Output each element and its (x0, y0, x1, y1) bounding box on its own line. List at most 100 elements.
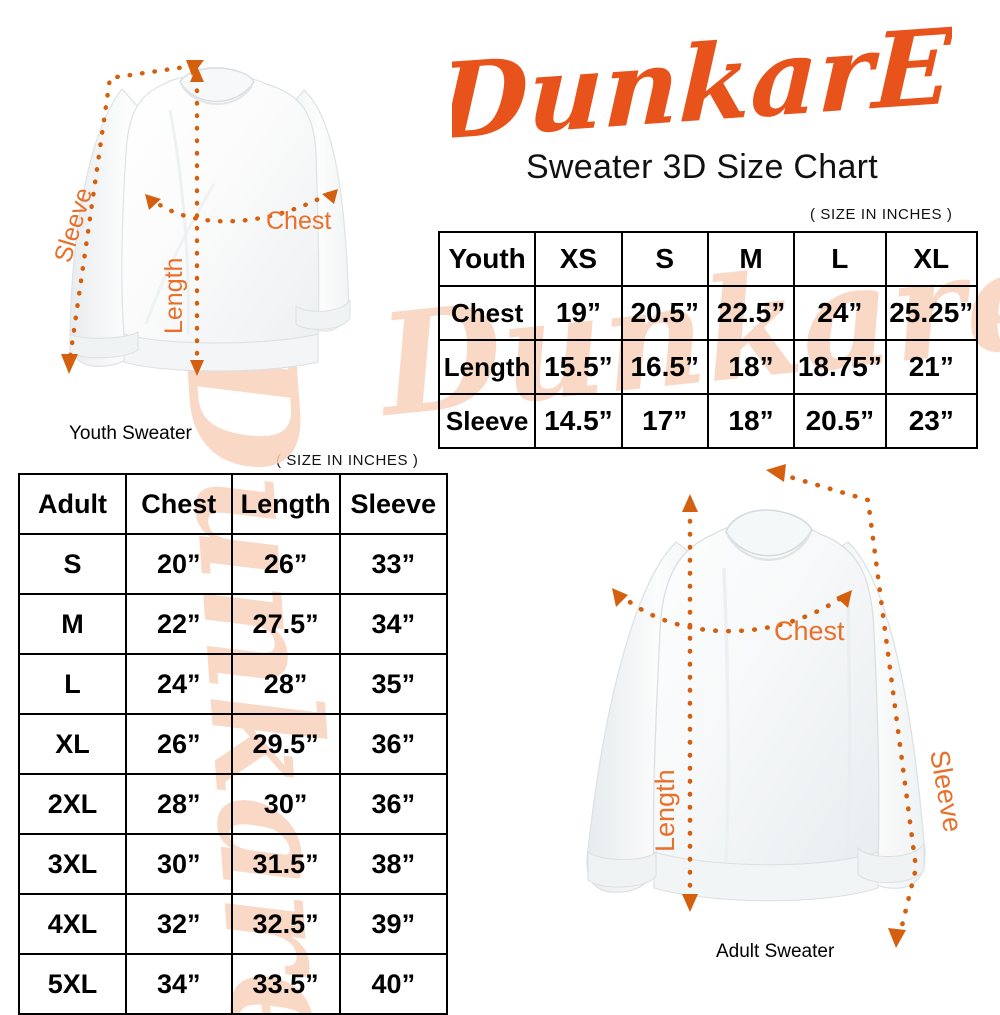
adult-table-row: L 24” 28” 35” (18, 653, 449, 715)
youth-sleeve-measure-line (67, 63, 195, 361)
adult-table-cell: 32.5” (230, 893, 341, 955)
brand-logo-wordmark-icon: DunkarE (452, 24, 952, 154)
adult-size-table-body: Adult Chest Length Sleeve S 20” 26” 33” M 22” 27.5… (18, 473, 449, 1015)
youth-table-cell: 14.5” (534, 393, 623, 449)
youth-chest-arrow-right-icon (322, 189, 338, 204)
youth-table-header-cell: XL (884, 231, 979, 287)
adult-table-row-label: M (18, 593, 127, 655)
adult-sleeve-label: Sleeve (924, 748, 968, 835)
adult-size-table: Adult Chest Length Sleeve S 20” 26” 33” M 22” 27.5… (18, 473, 449, 1015)
size-in-inches-note-adult: ( SIZE IN INCHES ) (276, 452, 419, 469)
adult-table-cell: 28” (230, 653, 341, 715)
adult-table-cell: 36” (338, 713, 449, 775)
adult-hem-rib (653, 851, 879, 902)
adult-table-cell: 33” (338, 533, 449, 595)
youth-table-header-cell: XS (534, 231, 623, 287)
adult-table-cell: 36” (338, 773, 449, 835)
youth-table-cell: 22.5” (706, 285, 796, 341)
adult-table-header-cell: Adult (18, 473, 127, 535)
page-title: Sweater 3D Size Chart (525, 148, 879, 186)
youth-hem-rib (123, 333, 319, 372)
youth-table-header-cell: Youth (437, 231, 537, 287)
youth-table-header-cell: L (793, 231, 887, 287)
adult-table-row-label: 3XL (18, 833, 127, 895)
adult-table-row-label: XL (18, 713, 127, 775)
adult-table-cell: 34” (338, 593, 449, 655)
adult-fold (722, 567, 730, 863)
youth-table-cell: 21” (884, 339, 979, 395)
youth-table-cell: 18” (706, 339, 796, 395)
youth-length-arrow-top-icon (190, 66, 204, 82)
adult-table-cell: 32” (125, 893, 233, 955)
youth-sweater-caption: Youth Sweater (69, 423, 192, 444)
youth-length-label: Length (160, 258, 188, 334)
adult-right-cuff (857, 842, 925, 884)
youth-left-cuff (69, 331, 139, 359)
brand-logo-text: DunkarE (452, 24, 952, 154)
youth-table-row: Sleeve 14.5” 17” 18” 20.5” 23” (437, 393, 979, 449)
adult-left-cuff (587, 850, 657, 888)
adult-chest-measure-line (617, 591, 847, 634)
adult-table-cell: 20” (125, 533, 233, 595)
adult-chest-arrow-left-icon (612, 588, 628, 607)
youth-table-header-cell: S (620, 231, 709, 287)
adult-table-row: 4XL 32” 32.5” 39” (18, 893, 449, 955)
size-in-inches-note-youth: ( SIZE IN INCHES ) (810, 206, 953, 223)
adult-sleeve-arrow-bottom-icon (888, 928, 906, 948)
adult-table-cell: 30” (125, 833, 233, 895)
youth-size-table: Youth XS S M L XL Chest 19” 20.5” 22.5” 24” 25.25” L… (437, 231, 979, 449)
adult-table-header-cell: Chest (125, 473, 233, 535)
youth-table-cell: 19” (534, 285, 623, 341)
youth-table-cell: 24” (793, 285, 887, 341)
adult-sweater-graphic-icon: Chest Length Sleeve (586, 464, 968, 948)
adult-table-header-row: Adult Chest Length Sleeve (18, 473, 449, 535)
adult-table-cell: 29.5” (230, 713, 341, 775)
adult-collar-seam (726, 533, 812, 561)
adult-sweater-caption: Adult Sweater (716, 941, 835, 962)
adult-table-cell: 30” (230, 773, 341, 835)
youth-table-cell: 20.5” (793, 393, 887, 449)
youth-chest-arrow-left-icon (145, 194, 161, 210)
adult-table-cell: 27.5” (230, 593, 341, 655)
adult-table-row: 2XL 28” 30” 36” (18, 773, 449, 835)
adult-table-row: M 22” 27.5” 34” (18, 593, 449, 655)
adult-table-row: XL 26” 29.5” 36” (18, 713, 449, 775)
adult-table-cell: 22” (125, 593, 233, 655)
youth-table-cell: 18.75” (793, 339, 887, 395)
youth-size-table-body: Youth XS S M L XL Chest 19” 20.5” 22.5” 24” 25.25” L… (437, 231, 979, 449)
youth-sleeve-arrow-top-icon (186, 60, 204, 76)
youth-table-header-row: Youth XS S M L XL (437, 231, 979, 287)
youth-right-cuff (295, 298, 351, 330)
adult-table-header-cell: Length (230, 473, 341, 535)
brand-logo: DunkarE (452, 24, 952, 154)
youth-chest-measure-line (147, 189, 335, 224)
youth-sweater-graphic-icon: Chest Length Sleeve (49, 60, 351, 376)
youth-table-header-cell: M (706, 231, 796, 287)
adult-table-cell: 26” (230, 533, 341, 595)
adult-table-row: 5XL 34” 33.5” 40” (18, 953, 449, 1015)
adult-sweater-illustration: Chest Length Sleeve (548, 452, 992, 952)
adult-table-row-label: S (18, 533, 127, 595)
youth-table-cell: 15.5” (534, 339, 623, 395)
adult-chest-arrow-right-icon (836, 590, 852, 608)
adult-table-row-label: L (18, 653, 127, 715)
youth-table-cell: 25.25” (884, 285, 979, 341)
youth-table-cell: 17” (620, 393, 709, 449)
adult-table-cell: 35” (338, 653, 449, 715)
youth-table-cell: 20.5” (620, 285, 709, 341)
youth-table-cell: 16.5” (620, 339, 709, 395)
youth-table-cell: 18” (706, 393, 796, 449)
youth-table-row: Length 15.5” 16.5” 18” 18.75” 21” (437, 339, 979, 395)
adult-table-cell: 39” (338, 893, 449, 955)
youth-fold (144, 183, 216, 325)
adult-table-cell: 26” (125, 713, 233, 775)
adult-table-cell: 38” (338, 833, 449, 895)
adult-length-label: Length (650, 769, 680, 852)
adult-fold (846, 591, 852, 853)
youth-sweater-illustration: Chest Length Sleeve (14, 34, 414, 414)
youth-table-row-label: Length (437, 339, 537, 395)
adult-body (652, 521, 880, 888)
adult-length-arrow-bottom-icon (682, 894, 698, 912)
adult-table-row-label: 4XL (18, 893, 127, 955)
